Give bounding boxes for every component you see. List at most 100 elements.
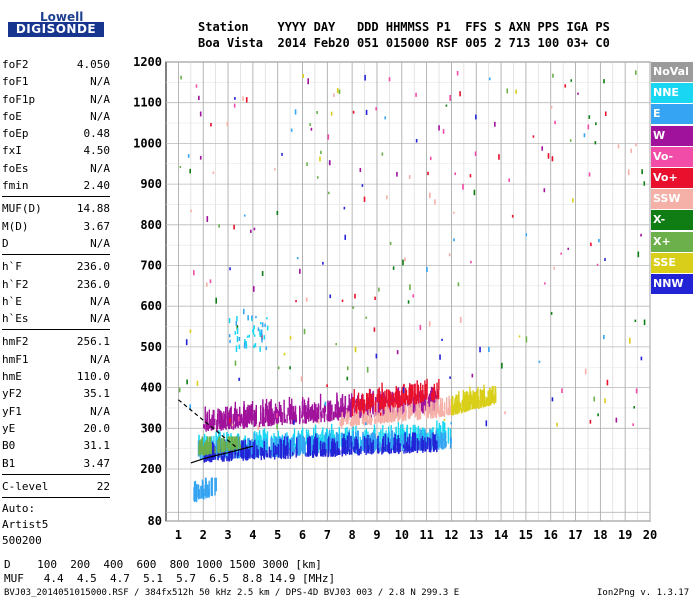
noise-point: [598, 238, 600, 243]
param-value: 20.0: [83, 421, 111, 435]
echo-fragment: [229, 339, 231, 344]
noise-point: [316, 111, 318, 115]
noise-point: [206, 282, 208, 287]
file-info: BVJ03_2014051015000.RSF / 384fx512h 50 k…: [4, 588, 460, 598]
noise-point: [341, 299, 344, 302]
noise-point: [276, 210, 279, 215]
noise-point: [289, 336, 292, 340]
noise-point: [441, 338, 443, 341]
noise-point: [317, 419, 320, 424]
echo-fragment: [251, 315, 253, 319]
param-row: MUF(D) 14.88: [2, 200, 110, 217]
noise-point: [429, 156, 432, 161]
noise-point: [552, 73, 554, 78]
noise-point: [189, 329, 192, 334]
noise-point: [180, 75, 182, 80]
param-label: fxI: [2, 144, 22, 158]
legend-item-e: E: [651, 104, 693, 125]
noise-point: [229, 418, 231, 424]
noise-point: [584, 368, 587, 375]
noise-point: [210, 122, 212, 127]
param-label: B0: [2, 439, 16, 453]
noise-point: [445, 104, 448, 107]
noise-point: [404, 257, 406, 262]
noise-point: [327, 134, 330, 140]
noise-point: [354, 293, 356, 299]
noise-point: [561, 388, 563, 394]
noise-point: [596, 263, 599, 266]
noise-point: [303, 328, 306, 335]
param-divider: [2, 497, 110, 501]
param-value: 3.67: [83, 219, 111, 233]
echo-fragment: [236, 327, 239, 335]
y-tick-label: 200: [140, 462, 162, 476]
noise-point: [335, 343, 337, 346]
echo-fragment: [257, 327, 260, 332]
noise-point: [346, 376, 349, 381]
param-row: fxI 4.50: [2, 142, 110, 159]
param-row: foEp 0.48: [2, 125, 110, 142]
echo-fragment: [253, 325, 255, 330]
noise-point: [338, 89, 341, 94]
param-divider: [2, 196, 110, 200]
noise-point: [365, 316, 368, 319]
noise-point: [245, 97, 248, 103]
noise-point: [300, 376, 303, 382]
noise-point: [290, 128, 293, 132]
param-value: 35.1: [83, 387, 111, 401]
y-tick-label: 300: [140, 421, 162, 435]
param-row: foEs N/A: [2, 160, 110, 177]
lowell-digisonde-logo: Lowell DIGISONDE: [2, 2, 142, 42]
noise-point: [402, 259, 404, 266]
param-row: hmF1 N/A: [2, 351, 110, 368]
noise-point: [589, 419, 592, 424]
param-value: N/A: [90, 109, 110, 123]
noise-point: [333, 93, 335, 97]
noise-point: [456, 71, 459, 76]
noise-point: [306, 162, 308, 167]
y-tick-label: 900: [140, 177, 162, 191]
noise-point: [479, 346, 481, 353]
param-value: 236.0: [76, 277, 110, 291]
legend-item-vo-: Vo+: [651, 167, 693, 188]
header-values: Boa Vista 2014 Feb20 051 015000 RSF 005 …: [198, 36, 610, 50]
x-tick-label: 5: [274, 528, 281, 542]
x-tick-label: 3: [224, 528, 231, 542]
noise-point: [635, 143, 637, 147]
param-label: fmin: [2, 179, 29, 193]
echo-fragment: [255, 315, 257, 319]
noise-point: [252, 286, 255, 292]
param-row: foE N/A: [2, 108, 110, 125]
noise-point: [543, 188, 546, 193]
param-label: M(D): [2, 219, 29, 233]
echo-fragment: [234, 331, 237, 335]
legend-item-vo-: Vo-: [651, 146, 693, 167]
noise-point: [627, 169, 630, 176]
trace-dashed-extension: [178, 399, 239, 450]
noise-point: [178, 387, 181, 393]
param-label: h`E: [2, 294, 22, 308]
echo-fragment: [243, 342, 246, 349]
noise-point: [415, 138, 418, 143]
param-label: hmF1: [2, 352, 29, 366]
param-row: M(D) 3.67: [2, 218, 110, 235]
param-label: foF1p: [2, 92, 36, 106]
param-row: D N/A: [2, 235, 110, 252]
noise-point: [429, 192, 431, 199]
echo-fragment: [259, 331, 262, 338]
noise-point: [276, 413, 278, 419]
x-tick-label: 11: [419, 528, 433, 542]
noise-point: [498, 154, 500, 160]
noise-point: [426, 266, 428, 273]
y-tick-label: 1200: [133, 55, 162, 69]
noise-point: [199, 155, 202, 160]
noise-point: [402, 387, 405, 393]
param-row: yF2 35.1: [2, 385, 110, 402]
echo-fragment: [238, 344, 241, 350]
param-label: foEs: [2, 161, 29, 175]
noise-point: [439, 354, 441, 360]
noise-point: [643, 319, 646, 326]
noise-point: [556, 422, 558, 427]
param-row: yF1 N/A: [2, 403, 110, 420]
noise-point: [471, 373, 474, 378]
